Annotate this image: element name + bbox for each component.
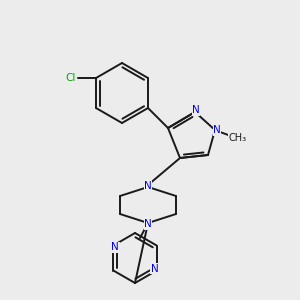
Text: N: N — [144, 181, 152, 191]
Text: N: N — [112, 242, 119, 253]
Text: N: N — [151, 263, 158, 274]
Text: N: N — [213, 125, 221, 135]
Text: N: N — [144, 219, 152, 229]
Text: CH₃: CH₃ — [229, 133, 247, 143]
Text: Cl: Cl — [66, 73, 76, 83]
Text: N: N — [192, 105, 200, 115]
